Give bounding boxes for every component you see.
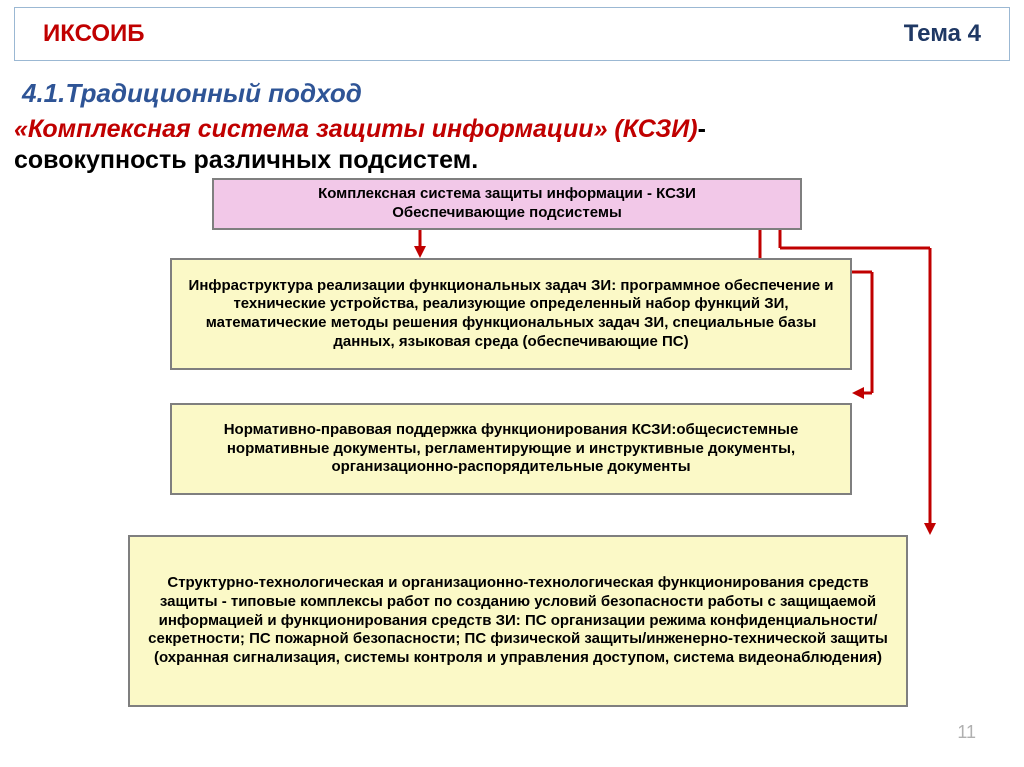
subtitle-dash: - <box>698 115 706 143</box>
box-1-text: Инфраструктура реализации функциональных… <box>184 277 838 352</box>
page-number: 11 <box>957 722 976 743</box>
box-3: Структурно-технологическая и организацио… <box>128 535 908 707</box>
top-box-line2: Обеспечивающие подсистемы <box>318 204 696 223</box>
box-1: Инфраструктура реализации функциональных… <box>170 258 852 370</box>
top-box: Комплексная система защиты информации - … <box>212 178 802 230</box>
subtitle-red: «Комплексная система защиты информации» … <box>14 115 698 143</box>
header-bar: ИКСОИБ Тема 4 <box>14 7 1010 61</box>
box-2-text: Нормативно-правовая поддержка функционир… <box>184 421 838 477</box>
subtitle-black: совокупность различных подсистем. <box>14 146 478 174</box>
section-title: 4.1.Традиционный подход <box>22 78 362 109</box>
box-3-text: Структурно-технологическая и организацио… <box>142 574 894 668</box>
header-right-label: Тема 4 <box>904 20 981 48</box>
top-box-line1: Комплексная система защиты информации - … <box>318 185 696 204</box>
header-left-label: ИКСОИБ <box>43 20 144 48</box>
box-2: Нормативно-правовая поддержка функционир… <box>170 403 852 495</box>
diagram: Комплексная система защиты информации - … <box>0 178 1024 748</box>
subtitle: «Комплексная система защиты информации» … <box>14 114 1010 177</box>
